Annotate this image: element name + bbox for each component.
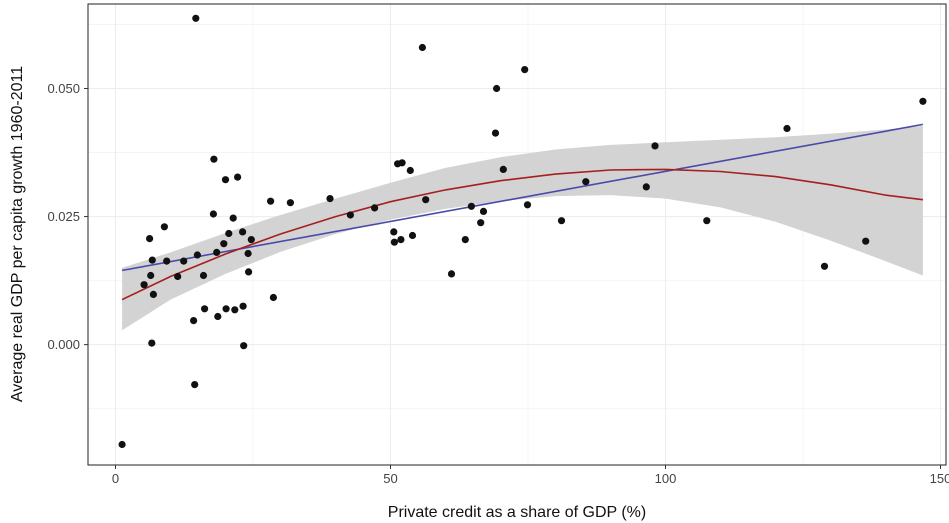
data-point [240,342,248,350]
data-point [346,211,354,219]
data-point [651,142,659,150]
data-point [160,223,168,231]
data-point [148,256,156,264]
confidence-band [122,125,923,331]
data-point [398,159,406,167]
data-point [118,440,126,449]
data-point [190,317,198,325]
data-point [286,199,294,207]
x-tick-label: 100 [655,471,677,486]
data-point [191,381,199,389]
data-point [209,210,217,218]
data-point [220,240,228,248]
data-point [201,305,209,313]
data-point [390,228,398,236]
data-point [783,124,791,133]
data-point [245,268,253,276]
data-point [557,217,566,225]
data-point [214,312,222,321]
data-point [523,201,532,209]
data-point [397,236,405,244]
y-axis-title: Average real GDP per capita growth 1960-… [9,66,26,402]
data-point [222,305,230,313]
data-point [269,293,277,302]
data-point [820,262,829,270]
x-axis-title: Private credit as a share of GDP (%) [388,504,646,521]
data-point [149,290,157,298]
data-point [521,66,529,74]
data-point [234,173,242,181]
data-point [390,238,398,246]
linear-fit-line [121,123,924,272]
data-point [147,271,155,280]
data-point [422,196,430,204]
quadratic-fit-line [121,168,923,301]
data-point [192,14,200,22]
data-point [221,176,230,184]
data-point [231,306,239,314]
x-tick-label: 50 [383,471,397,486]
data-point [148,339,156,347]
data-point [163,257,171,265]
data-point [225,229,233,238]
y-tick-label: 0.000 [47,337,80,352]
x-tick-label: 0 [112,471,119,486]
data-point [180,257,188,265]
data-point [491,129,500,137]
data-point [244,249,252,258]
data-point [213,248,221,256]
fit-lines [121,123,924,301]
data-point [582,178,590,186]
confidence-band-area [122,125,923,331]
data-points [118,14,927,449]
data-point [239,228,247,236]
data-point [140,281,148,289]
x-tick-label: 150 [930,471,949,486]
data-point [461,236,469,244]
data-point [371,204,379,212]
data-point [477,219,485,227]
data-point [467,202,475,210]
data-point [919,97,927,105]
gridlines [88,4,946,465]
y-axis-ticks: 0.000 0.025 0.050 [47,81,88,352]
data-point [408,231,417,240]
data-point [418,43,426,52]
data-point [447,270,456,278]
data-point [406,166,414,175]
data-point [199,271,208,280]
data-point [493,84,501,93]
data-point [210,155,218,163]
data-point [229,214,237,222]
data-point [174,272,182,281]
data-point [146,235,154,243]
data-point [862,237,870,245]
y-tick-label: 0.050 [47,81,80,96]
panel-border [87,3,947,466]
data-point [239,302,247,310]
x-axis-ticks: 0 50 100 150 [112,465,949,486]
data-point [193,251,201,259]
data-point [479,207,488,215]
data-point [247,236,255,244]
y-tick-label: 0.025 [47,209,80,224]
data-point [267,197,275,205]
data-point [326,195,334,203]
data-point [642,183,650,191]
data-point [499,165,507,173]
data-point [703,217,711,225]
